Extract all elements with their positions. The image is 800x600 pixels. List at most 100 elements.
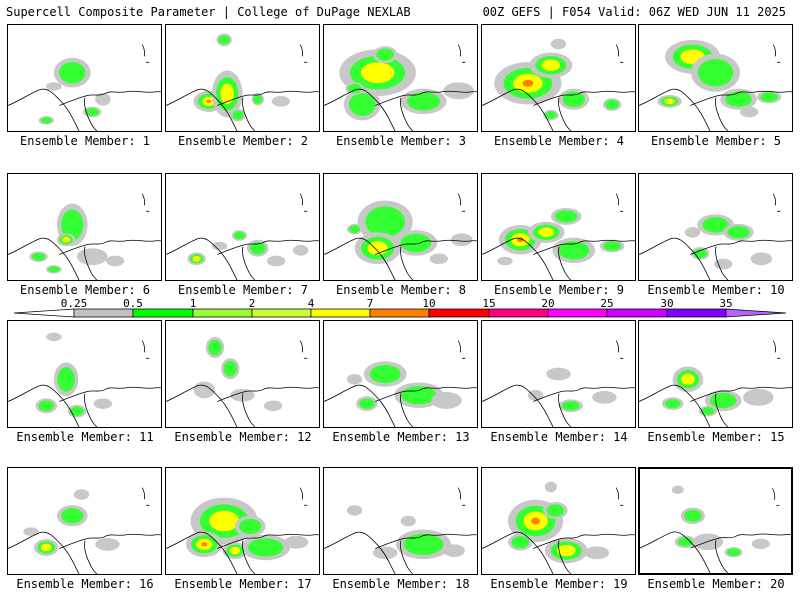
member-map-12[interactable] [165,320,320,428]
scp-contour-12-1-1 [223,361,237,377]
member-map-19[interactable] [481,467,636,575]
member-map-2[interactable] [165,24,320,132]
coastline [715,97,729,131]
colorbar-tick-label: 30 [660,297,673,310]
scp-contour-3-3-1 [407,92,440,111]
colorbar-tick-label: 1 [190,297,197,310]
scp-contour-9-3-1 [558,241,590,260]
colorbar-bin-12 [725,308,787,318]
border-line [482,237,554,280]
colorbar-tick-label: 0.5 [123,297,143,310]
scp-contour-9-2-1 [555,210,578,223]
coastline [558,393,572,427]
border-line [324,88,396,131]
scp-contour-8-0-1 [365,206,406,238]
island-outline [299,193,308,212]
border-line [166,88,238,131]
coastline [217,239,319,255]
member-map-6[interactable] [7,173,162,281]
scp-contour-8-3-0 [450,233,473,247]
colorbar-bin-10 [606,308,668,318]
scp-contour-20-1-1 [677,537,693,547]
scp-contour-9-5-0 [497,256,513,266]
border-line [8,531,80,574]
member-map-9[interactable] [481,173,636,281]
scp-contour-19-0-3 [531,517,541,525]
colorbar-tick-label: 2 [249,297,256,310]
coastline [375,386,477,402]
border-line [639,384,711,427]
scp-contour-10-5-0 [684,227,701,238]
member-label-4: Ensemble Member: 4 [493,134,625,148]
coastline [59,239,161,255]
member-map-1[interactable] [7,24,162,132]
island-outline [615,193,624,212]
border-line [166,531,238,574]
colorbar-tick-label: 25 [600,297,613,310]
scp-contour-4-5-1 [545,111,557,119]
member-map-14[interactable] [481,320,636,428]
scp-contour-11-2-1 [70,406,84,416]
scp-contour-11-0-1 [57,367,75,392]
member-label-12: Ensemble Member: 12 [174,430,312,444]
scp-contour-5-2-2 [664,98,676,105]
member-map-15[interactable] [638,320,793,428]
scp-contour-17-4-2 [229,546,241,555]
scp-contour-3-0-2 [360,62,395,84]
member-map-16[interactable] [7,467,162,575]
member-map-7[interactable] [165,173,320,281]
member-map-8[interactable] [323,173,478,281]
scp-contour-8-4-0 [429,253,448,265]
island-outline [299,340,308,359]
coastline [59,90,161,106]
scp-contour-7-1-1 [233,231,245,240]
member-map-10[interactable] [638,173,793,281]
coastline [400,97,414,131]
scp-contour-14-0-0 [546,367,571,381]
colorbar-bin-11 [666,308,727,318]
scp-contour-1-2-1 [40,117,52,124]
island-outline [141,44,150,63]
member-map-13[interactable] [323,320,478,428]
coastline [217,90,319,106]
border-line [482,384,554,427]
scp-contour-5-5-0 [739,106,759,118]
scp-contour-19-3-1 [511,536,530,549]
scp-contour-13-3-0 [431,392,462,409]
member-label-5: Ensemble Member: 5 [650,134,782,148]
member-map-11[interactable] [7,320,162,428]
member-map-20[interactable] [638,467,793,575]
scp-contour-7-4-0 [211,241,228,251]
scp-contour-10-1-1 [727,226,750,239]
scp-contour-20-3-1 [727,548,741,556]
colorbar-bin-4 [251,308,312,318]
border-line [8,88,80,131]
scp-contour-6-4-1 [48,266,60,273]
colorbar-tick-label: 7 [367,297,374,310]
scp-contour-17-2-1 [239,518,262,534]
member-map-3[interactable] [323,24,478,132]
coastline [558,97,572,131]
colorbar-tick-label: 35 [719,297,732,310]
scp-contour-19-1-2 [556,545,576,557]
island-outline [772,340,781,359]
scp-contour-2-3-1 [253,94,263,104]
coastline [533,386,635,402]
coastline [558,540,572,574]
scp-contour-4-2-1 [562,91,585,107]
scp-contour-9-4-1 [603,241,621,251]
member-map-17[interactable] [165,467,320,575]
coastline [375,239,477,255]
island-outline [457,340,466,359]
member-map-18[interactable] [323,467,478,575]
coastline [84,246,98,280]
scp-contour-17-5-0 [283,535,309,549]
scp-contour-11-3-0 [93,398,113,409]
scp-contour-16-2-0 [73,489,90,500]
scp-contour-3-2-1 [376,48,394,61]
border-line [166,384,238,427]
member-map-5[interactable] [638,24,793,132]
scp-contour-12-4-0 [263,400,283,412]
member-map-4[interactable] [481,24,636,132]
member-label-13: Ensemble Member: 13 [332,430,470,444]
